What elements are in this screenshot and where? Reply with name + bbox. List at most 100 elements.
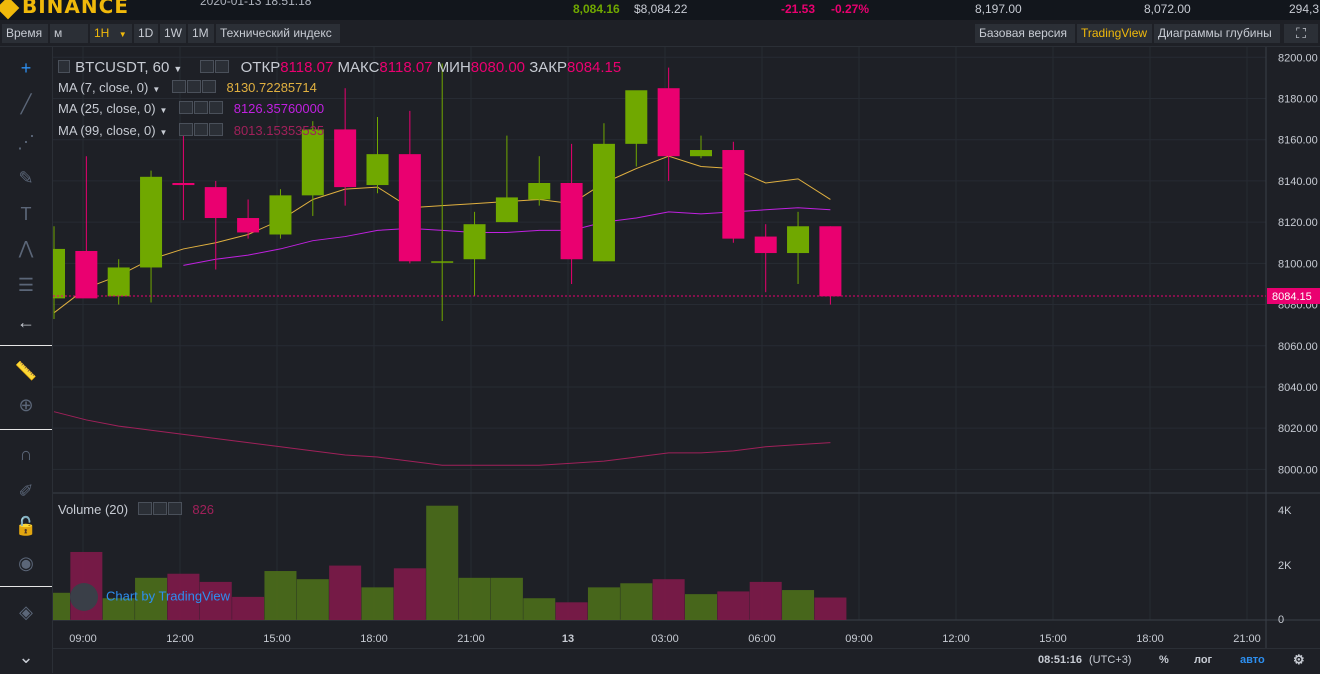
tradingview-tab[interactable]: TradingView [1077,24,1152,43]
back-arrow-icon[interactable]: ← [17,312,35,332]
settings-icon[interactable] [215,60,230,73]
ma99-legend: MA (99, close, 0) ▼ 8013.15353535 [58,123,324,138]
ma99-label[interactable]: MA (99, close, 0) [58,123,156,138]
symbol-title[interactable]: BTCUSDT, 60 [75,59,170,76]
auto-toggle[interactable]: авто [1240,654,1265,666]
ma7-label[interactable]: MA (7, close, 0) [58,80,149,95]
percent-toggle[interactable]: % [1159,654,1169,666]
volume-bar [135,577,168,620]
interval-1w-button[interactable]: 1W [160,24,186,43]
candle-body [140,176,163,268]
toolbar-divider [0,586,52,587]
volume-tick-label: 0 [1278,614,1284,626]
ma25-legend: MA (25, close, 0) ▼ 8126.35760000 [58,101,324,116]
settings-icon[interactable] [200,60,215,73]
volume-bar [102,598,135,620]
volume-bar [426,505,459,620]
close-icon[interactable] [167,502,182,515]
chevron-down-icon[interactable]: ▼ [159,106,168,115]
crosshair-icon[interactable]: + [20,58,32,78]
close-icon[interactable] [209,123,224,136]
binance-logo[interactable]: BINANCE [0,0,129,19]
log-toggle[interactable]: лог [1194,654,1213,666]
volume-bar [199,581,232,620]
settings-icon[interactable] [194,123,209,136]
ruler-icon[interactable]: 📏 [14,361,38,381]
close-icon[interactable] [201,80,216,93]
time-tick-label: 15:00 [1039,633,1067,645]
interval-1d-button[interactable]: 1D [134,24,158,43]
credit-text: Chart by TradingView [106,588,231,604]
fullscreen-icon[interactable]: ⛶ [1284,24,1318,43]
collapse-chevron-icon[interactable]: ⌄ [18,647,34,667]
top-ticker-bar: BINANCE 2020-01-13 18:51:18 8,084.16 $8,… [0,0,1320,20]
chevron-down-icon[interactable]: ▼ [173,64,183,74]
volume-bar [782,590,815,620]
volume-label[interactable]: Volume (20) [58,502,129,517]
text-icon[interactable]: T [20,204,32,224]
zoom-in-icon[interactable]: ⊕ [18,395,34,415]
candle-body [107,267,130,297]
candle-body [269,195,292,235]
eye-icon[interactable] [179,101,194,114]
time-tick-label: 09:00 [69,633,97,645]
indicators-button[interactable]: Технический индекс [216,24,340,43]
time-tick-label: 09:00 [845,633,873,645]
candle-body [495,197,518,223]
lock-drawing-icon[interactable]: ✐ [18,481,34,501]
candle-body [722,150,745,239]
binance-logo-icon [0,0,20,19]
volume-tick-label: 2K [1278,560,1292,572]
candle-body [43,248,65,299]
settings-icon[interactable] [152,502,167,515]
gear-icon[interactable]: ⚙ [1293,652,1305,667]
layers-icon[interactable]: ◈ [19,602,33,622]
price-tick-label: 8040.00 [1278,382,1318,394]
candle-body [366,154,389,186]
chevron-down-icon[interactable]: ▼ [152,85,161,94]
minutes-dropdown[interactable]: м ▼ [50,24,88,58]
ma25-label[interactable]: MA (25, close, 0) [58,101,156,116]
interval-1h-dropdown[interactable]: 1H ▼ [90,24,132,43]
low-value: 8080.00 [470,59,526,76]
interval-1m-button[interactable]: 1M [188,24,214,43]
eye-icon[interactable] [171,80,186,93]
toolbar-divider [0,345,52,346]
interval-1h-label: 1H [94,26,110,40]
trend-line-icon[interactable]: ╱ [20,94,32,114]
chevron-down-icon[interactable]: ▼ [159,128,168,137]
candle-body [625,90,648,144]
eye-icon[interactable] [137,502,152,515]
volume-bar [393,568,426,620]
price-chart[interactable]: 8000.00 8020.00 8040.00 8060.00 8080.00 8100.… [38,47,1320,648]
chart-area[interactable]: 8000.00 8020.00 8040.00 8060.00 8080.00 8100.… [38,47,1320,653]
logo-text: BINANCE [22,0,129,18]
close-icon[interactable] [209,101,224,114]
chevron-down-icon: ▼ [118,30,127,39]
tradingview-credit[interactable]: Chart by TradingView [70,583,230,611]
ma99-value: 8013.15353535 [233,123,325,138]
prediction-icon[interactable]: ☰ [17,275,35,295]
volume-value: 826 [192,502,215,517]
depth-chart-tab[interactable]: Диаграммы глубины [1154,24,1280,43]
time-label[interactable]: Время [2,24,48,43]
pattern-icon[interactable]: ⋀ [18,238,34,258]
brush-icon[interactable]: ✎ [18,168,34,188]
settings-icon[interactable] [194,101,209,114]
settings-icon[interactable] [186,80,201,93]
time-tick-label: 13 [562,633,574,645]
lock-icon[interactable]: 🔓 [14,516,38,536]
candle-body [819,226,842,297]
candle-body [528,182,551,200]
fib-icon[interactable]: ⋰ [17,132,35,152]
timezone[interactable]: (UTC+3) [1089,654,1132,666]
high-label: МАКС [337,59,380,76]
eye-icon[interactable]: ◉ [18,553,34,573]
last-price-badge [1267,288,1320,305]
close-value: 8084.15 [567,59,622,76]
candle-body [431,261,454,263]
magnet-icon[interactable]: ∩ [19,444,33,464]
eye-icon[interactable] [179,123,194,136]
collapse-legend-icon[interactable] [58,60,70,73]
basic-version-tab[interactable]: Базовая версия [975,24,1075,43]
